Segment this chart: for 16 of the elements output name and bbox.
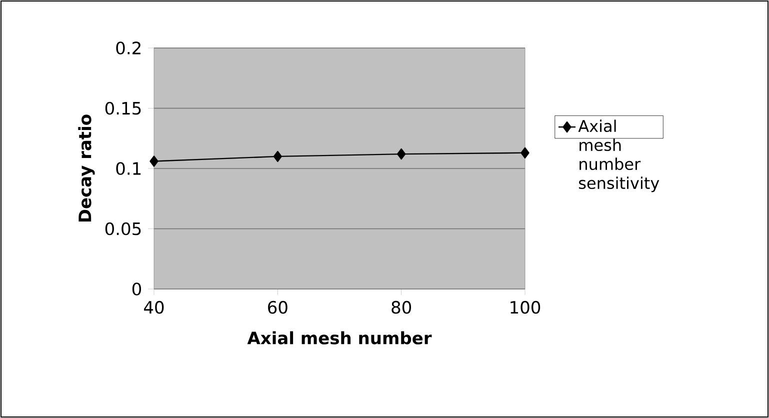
y-tick-label: 0.15: [105, 102, 141, 115]
point: [150, 156, 158, 167]
x-tick-label: 80: [392, 300, 412, 314]
legend-label: Axial mesh number sensitivity: [578, 120, 660, 192]
x-tick-label: 60: [268, 300, 288, 314]
x-tick-label: 100: [510, 300, 540, 314]
point: [520, 147, 530, 158]
y-tick-label: 0.1: [116, 162, 141, 175]
y-tick-label: 0: [132, 282, 142, 296]
point: [273, 150, 282, 162]
x-tick-label: 40: [144, 300, 164, 314]
x-axis-title: Axial mesh number: [247, 331, 432, 344]
y-tick-label: 0.2: [116, 42, 140, 54]
y-axis-title: Decay ratio: [78, 114, 95, 222]
y-tick-label: 0.05: [105, 222, 141, 236]
point: [396, 148, 406, 160]
